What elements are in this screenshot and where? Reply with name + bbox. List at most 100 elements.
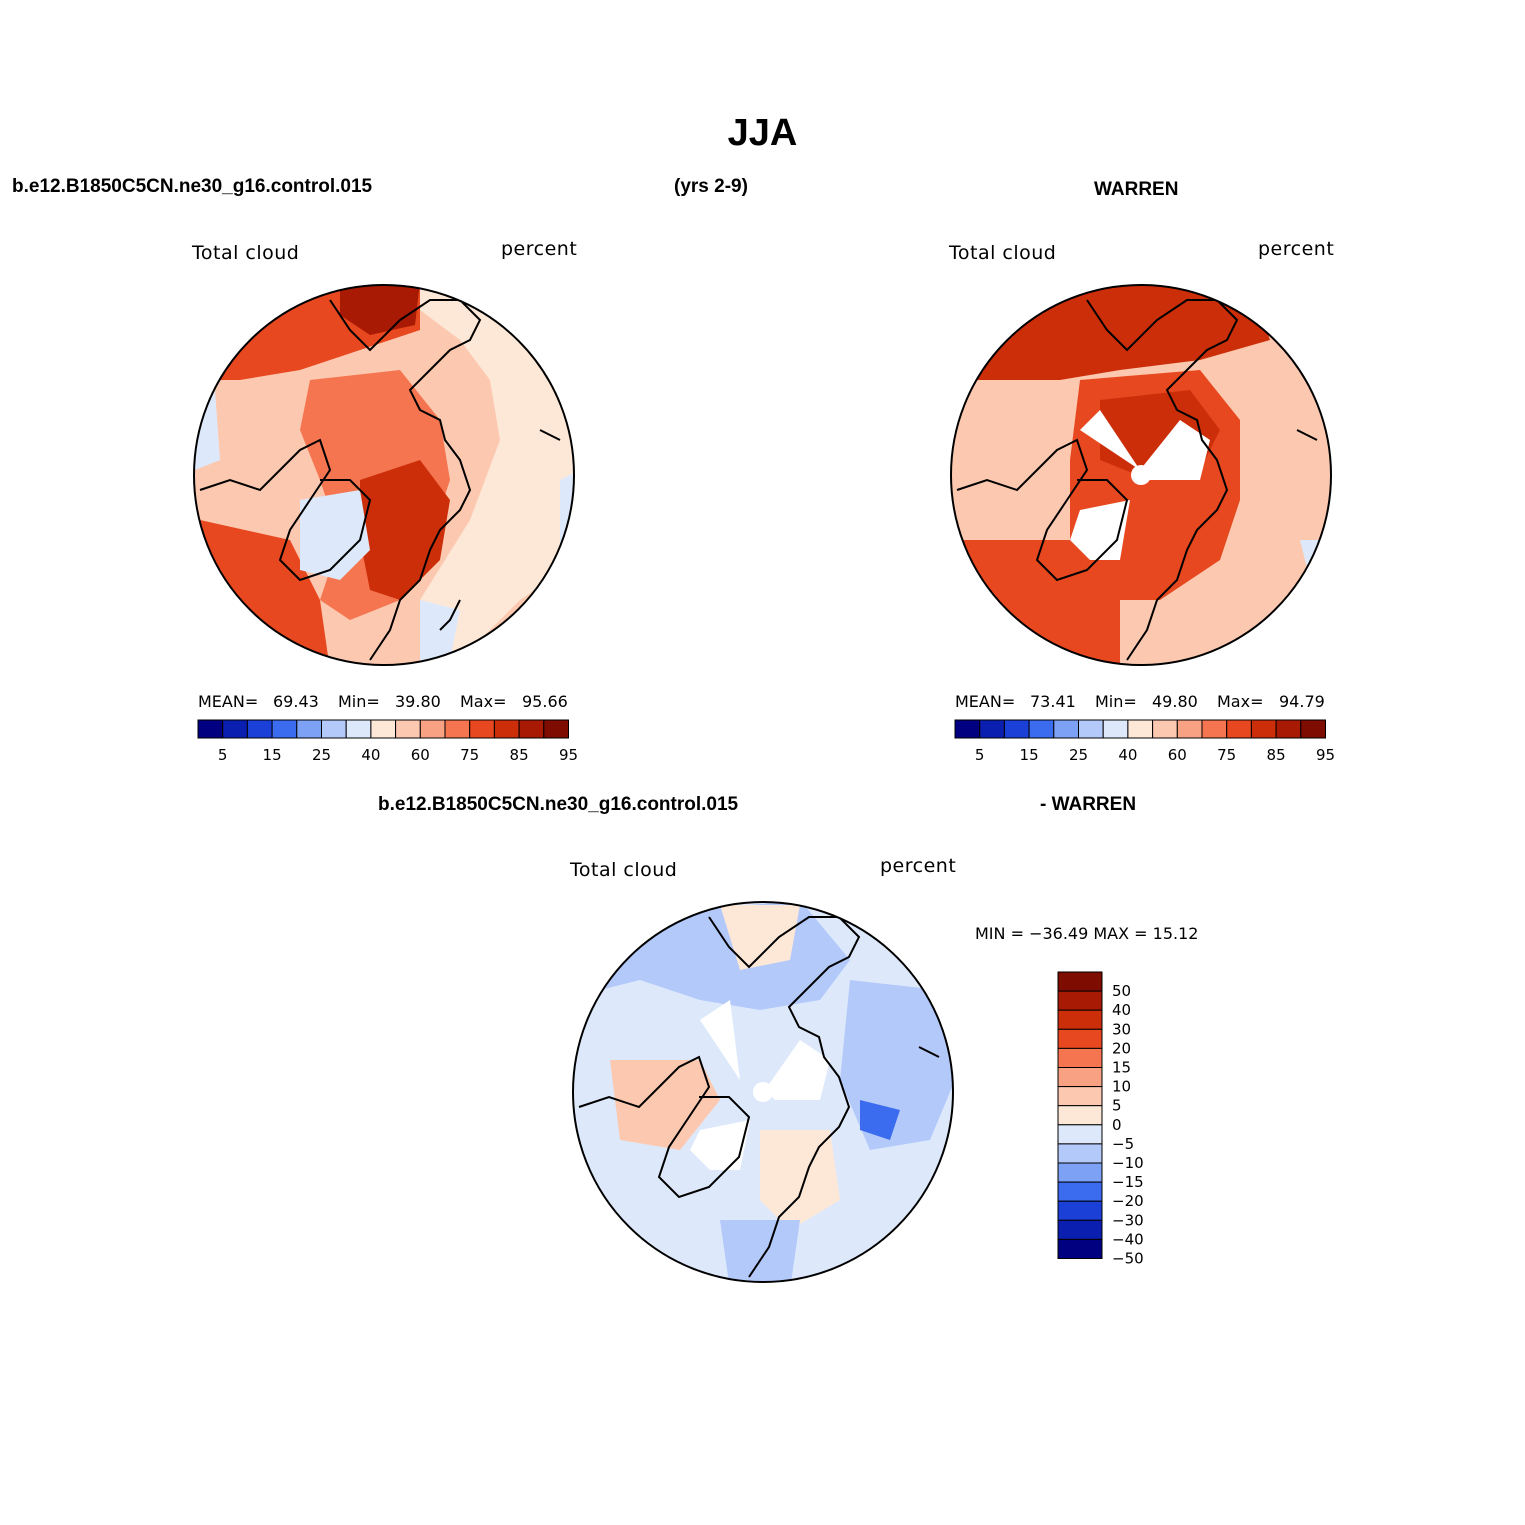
model-colorbar-box-6 bbox=[345, 719, 372, 739]
model-siberia-max bbox=[340, 285, 420, 335]
obs-missing-wedge-3 bbox=[1070, 500, 1130, 560]
model-barents-region bbox=[360, 460, 450, 600]
obs-colorbar-box-11 bbox=[1226, 719, 1252, 739]
diff-strong-low-patch bbox=[860, 1100, 900, 1140]
diff-colorbar-box-0 bbox=[1057, 971, 1103, 992]
diff-minmax-text: MIN = −36.49 MAX = 15.12 bbox=[975, 924, 1199, 943]
obs-colorbar-box-1 bbox=[979, 719, 1005, 739]
diff-map-border bbox=[572, 901, 954, 1283]
obs-missing-wedge-1 bbox=[1080, 410, 1140, 470]
obs-variable-label: Total cloud bbox=[949, 242, 1057, 264]
obs-low-patch-east bbox=[1300, 540, 1331, 580]
model-mean-value: 69.43 bbox=[273, 692, 319, 711]
diff-colorbar-label-7: 0 bbox=[1112, 1116, 1122, 1134]
obs-colorbar-box-6 bbox=[1102, 719, 1129, 739]
diff-colorbar-box-14 bbox=[1057, 1238, 1103, 1260]
model-colorbar-box-9 bbox=[419, 719, 446, 739]
obs-map-border bbox=[950, 284, 1332, 666]
obs-colorbar: 5 15 25 40 60 75 85 95 bbox=[954, 719, 1335, 764]
model-colorbar-box-13 bbox=[518, 719, 545, 739]
diff-units-label: percent bbox=[880, 855, 957, 877]
model-colorbar-tick-3: 40 bbox=[361, 746, 380, 764]
diff-colorbar-box-3 bbox=[1057, 1028, 1103, 1049]
obs-colorbar-tick-1: 15 bbox=[1020, 746, 1039, 764]
model-units-label: percent bbox=[501, 238, 578, 260]
diff-positive-north bbox=[720, 905, 800, 970]
model-variable-label: Total cloud bbox=[192, 242, 300, 264]
diff-colorbar-box-2 bbox=[1057, 1009, 1103, 1030]
diff-obs-header: - WARREN bbox=[1040, 794, 1137, 815]
model-colorbar-box-0 bbox=[197, 719, 224, 739]
diff-colorbar-box-1 bbox=[1057, 990, 1103, 1011]
model-colorbar-box-2 bbox=[246, 719, 273, 739]
years-header: (yrs 2-9) bbox=[674, 176, 748, 197]
model-colorbar-tick-2: 25 bbox=[312, 746, 331, 764]
obs-colorbar-tick-7: 95 bbox=[1316, 746, 1335, 764]
model-coastlines bbox=[199, 299, 561, 661]
model-atlantic-low-region bbox=[380, 285, 574, 665]
obs-colorbar-box-0 bbox=[954, 719, 981, 739]
diff-missing-wedge-3 bbox=[690, 1120, 750, 1170]
diff-positive-scandinavia bbox=[760, 1130, 840, 1230]
obs-colorbar-box-5 bbox=[1078, 719, 1104, 739]
diff-variable-label: Total cloud bbox=[570, 859, 678, 881]
diff-colorbar-box-13 bbox=[1057, 1219, 1103, 1240]
obs-colorbar-box-8 bbox=[1152, 719, 1178, 739]
obs-colorbar-tick-3: 40 bbox=[1118, 746, 1137, 764]
model-min-label: Min= bbox=[338, 692, 380, 711]
model-colorbar-box-10 bbox=[444, 719, 471, 739]
model-colorbar: 5 15 25 40 60 75 85 95 bbox=[197, 719, 578, 764]
obs-min-value: 49.80 bbox=[1152, 692, 1198, 711]
obs-map bbox=[950, 284, 1332, 666]
model-case-header: b.e12.B1850C5CN.ne30_g16.control.015 bbox=[12, 176, 373, 197]
obs-coastlines bbox=[956, 299, 1318, 661]
model-colorbar-box-4 bbox=[296, 719, 322, 739]
diff-colorbar-label-0: 50 bbox=[1112, 982, 1131, 1000]
obs-colorbar-box-7 bbox=[1127, 719, 1154, 739]
obs-colorbar-box-9 bbox=[1176, 719, 1203, 739]
model-colorbar-tick-4: 60 bbox=[411, 746, 430, 764]
diff-missing-wedge-2 bbox=[765, 1040, 830, 1100]
diff-colorbar-label-9: −10 bbox=[1112, 1154, 1144, 1172]
diff-low-south bbox=[720, 1220, 800, 1282]
diff-colorbar-label-13: −40 bbox=[1112, 1230, 1144, 1248]
model-colorbar-tick-1: 15 bbox=[263, 746, 282, 764]
diff-colorbar-box-5 bbox=[1057, 1067, 1103, 1088]
diff-colorbar-label-2: 30 bbox=[1112, 1020, 1131, 1038]
obs-colorbar-tick-0: 5 bbox=[975, 746, 985, 764]
diff-colorbar-label-6: 5 bbox=[1112, 1097, 1122, 1115]
obs-max-label: Max= bbox=[1217, 692, 1264, 711]
obs-units-label: percent bbox=[1258, 238, 1335, 260]
diff-colorbar-label-1: 40 bbox=[1112, 1001, 1131, 1019]
obs-colorbar-tick-4: 60 bbox=[1168, 746, 1187, 764]
diff-colorbar-box-11 bbox=[1057, 1181, 1103, 1202]
model-colorbar-box-3 bbox=[271, 719, 298, 739]
obs-colorbar-box-14 bbox=[1300, 719, 1327, 739]
model-colorbar-box-12 bbox=[493, 719, 520, 739]
diff-colorbar-box-12 bbox=[1057, 1200, 1103, 1221]
diff-colorbar-box-4 bbox=[1057, 1047, 1103, 1069]
model-mean-label: MEAN= bbox=[198, 692, 259, 711]
obs-pole-hole bbox=[1131, 465, 1151, 485]
model-greenland-low bbox=[300, 490, 370, 580]
diff-colorbar-label-5: 10 bbox=[1112, 1078, 1131, 1096]
obs-mean-value: 73.41 bbox=[1030, 692, 1076, 711]
obs-missing-wedge-2 bbox=[1140, 420, 1210, 480]
model-max-label: Max= bbox=[460, 692, 507, 711]
diff-pole-hole bbox=[753, 1082, 773, 1102]
diff-missing-wedge-1 bbox=[700, 1000, 740, 1080]
model-max-value: 95.66 bbox=[522, 692, 568, 711]
obs-max-value: 94.79 bbox=[1279, 692, 1325, 711]
diff-colorbar-label-8: −5 bbox=[1112, 1135, 1134, 1153]
model-colorbar-tick-7: 95 bbox=[559, 746, 578, 764]
diff-map bbox=[572, 901, 954, 1283]
obs-colorbar-box-2 bbox=[1003, 719, 1030, 739]
obs-min-label: Min= bbox=[1095, 692, 1137, 711]
obs-colorbar-box-12 bbox=[1250, 719, 1277, 739]
model-min-value: 39.80 bbox=[395, 692, 441, 711]
obs-colorbar-box-13 bbox=[1275, 719, 1302, 739]
obs-header: WARREN bbox=[1094, 179, 1179, 200]
model-colorbar-box-5 bbox=[321, 719, 347, 739]
diff-colorbar-box-9 bbox=[1057, 1143, 1103, 1164]
